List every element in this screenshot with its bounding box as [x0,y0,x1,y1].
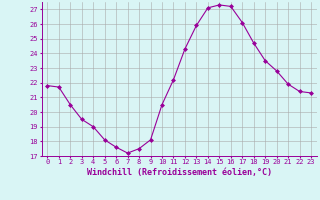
X-axis label: Windchill (Refroidissement éolien,°C): Windchill (Refroidissement éolien,°C) [87,168,272,177]
